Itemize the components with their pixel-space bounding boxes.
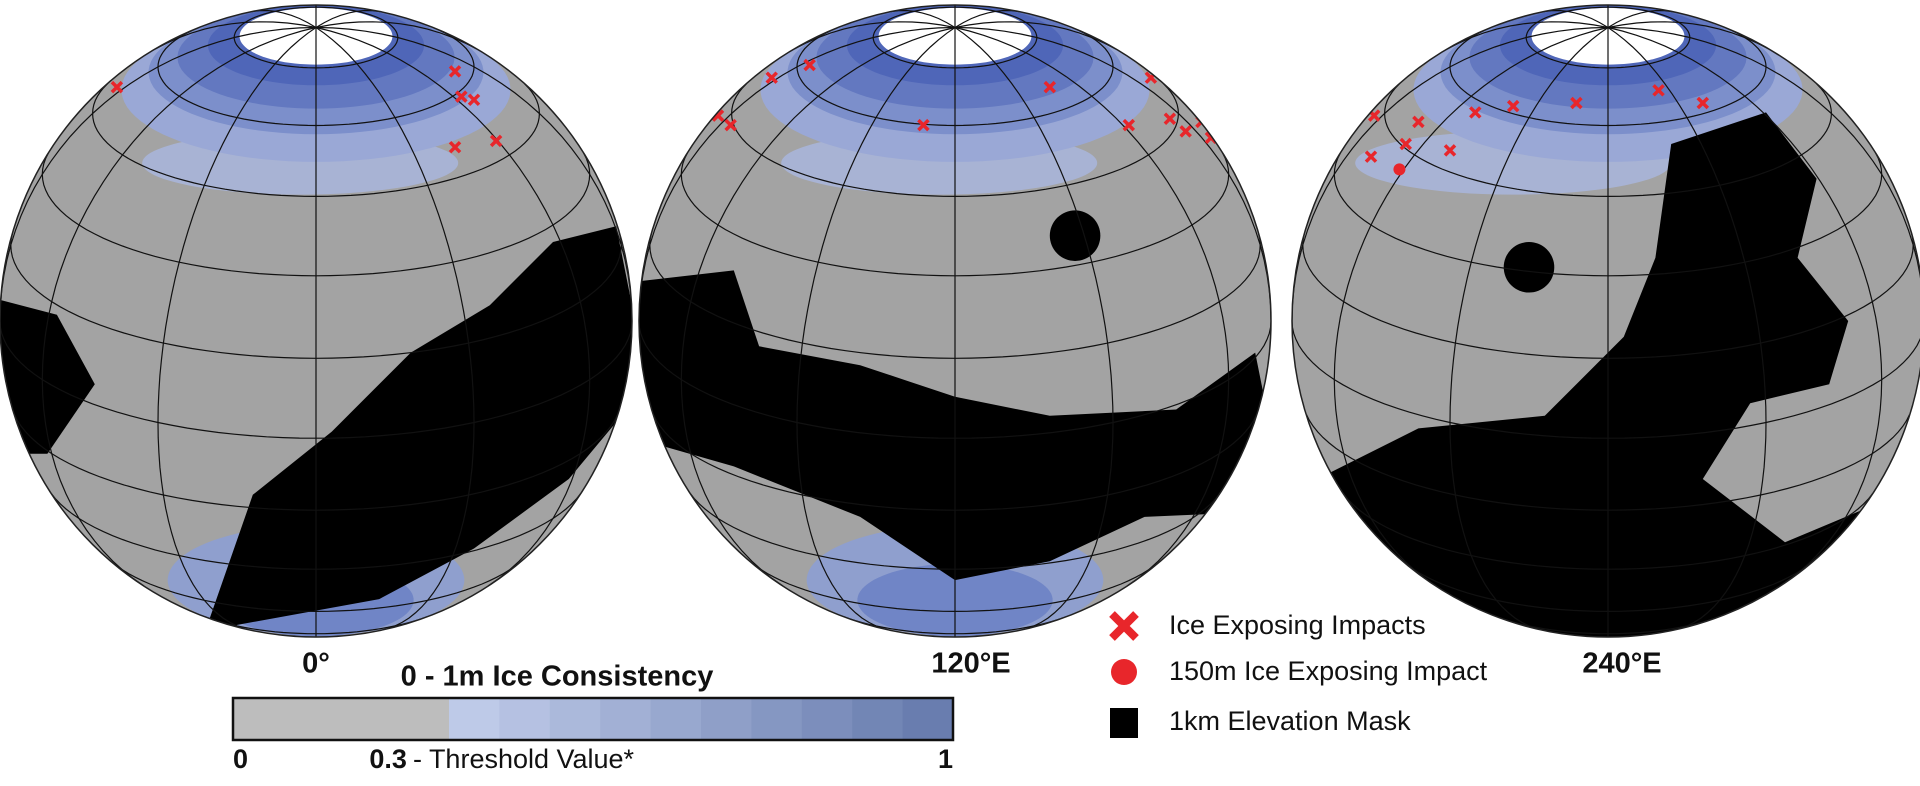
- legend-mask: [1110, 708, 1138, 738]
- impact: [455, 90, 468, 103]
- impact: [448, 140, 462, 154]
- colorbar-segment: [600, 698, 652, 740]
- legend-dot: [1111, 659, 1137, 685]
- graticule: [796, 27, 956, 630]
- impact: [1163, 112, 1177, 125]
- elevation-mask: [1503, 242, 1555, 293]
- impact: [489, 134, 503, 148]
- colorbar-segment: [852, 698, 904, 740]
- graticule: [251, 9, 317, 29]
- impact: [1570, 96, 1583, 110]
- colorbar: 0 1 0.3- Threshold Value*: [231, 696, 955, 774]
- graticule: [1543, 9, 1609, 29]
- colorbar-min: 0: [233, 744, 248, 774]
- impact: [724, 118, 737, 132]
- graticule: [1449, 27, 1609, 630]
- colorbar-segment: [233, 698, 449, 740]
- graticule: [157, 27, 317, 630]
- graticule: [793, 21, 956, 50]
- graticule: [315, 27, 475, 630]
- colorbar-segment: [902, 698, 954, 740]
- graticule: [315, 26, 632, 322]
- threshold-value: 0.3: [369, 744, 407, 774]
- impact: [1696, 96, 1710, 110]
- globe-surface: [639, 5, 1271, 637]
- impact: [1412, 115, 1425, 129]
- threshold-note: - Threshold Value*: [413, 744, 635, 774]
- impact: [1652, 84, 1665, 97]
- legend-label: 150m Ice Exposing Impact: [1169, 656, 1488, 686]
- colorbar-segment: [801, 698, 853, 740]
- globe-outline: [1291, 4, 1920, 638]
- impact: [448, 65, 462, 78]
- graticule: [890, 9, 956, 29]
- graticule: [1607, 21, 1770, 50]
- globe-label: 0°: [302, 648, 330, 680]
- impact: [1043, 80, 1057, 94]
- globe-outline: [0, 4, 633, 638]
- impact: [1443, 144, 1457, 157]
- graticule: [315, 9, 381, 29]
- impact-150m: [1227, 150, 1240, 163]
- impact: [917, 118, 930, 132]
- colorbar-segment: [449, 698, 500, 740]
- impact: [1364, 150, 1378, 163]
- graticule: [0, 26, 317, 322]
- legend-cross: [1109, 611, 1139, 641]
- graticule: [1607, 9, 1673, 29]
- graticule: [154, 21, 317, 50]
- graticule: [1292, 26, 1609, 322]
- graticule: [954, 27, 1114, 630]
- colorbar-segment: [751, 698, 803, 740]
- legend-label: 1km Elevation Mask: [1169, 706, 1411, 736]
- impact: [110, 80, 124, 94]
- globe-label: 240°E: [1582, 648, 1661, 680]
- impact: [1506, 99, 1520, 113]
- impact: [1122, 118, 1136, 132]
- impact: [803, 58, 816, 72]
- globe: [1291, 4, 1920, 638]
- colorbar-segment: [701, 698, 752, 740]
- impact: [1469, 106, 1482, 119]
- impact: [765, 71, 778, 84]
- impact: [1333, 115, 1346, 129]
- graticule: [1607, 27, 1767, 630]
- graticule: [315, 21, 478, 50]
- graticule: [954, 26, 1271, 322]
- impact: [1399, 137, 1412, 151]
- graticule: [41, 26, 317, 587]
- graticule: [954, 9, 1020, 29]
- colorbar-threshold: 0.3- Threshold Value*: [369, 744, 634, 774]
- impact: [1348, 103, 1362, 116]
- impact-150m: [1393, 163, 1406, 176]
- impact: [467, 93, 481, 107]
- graticule: [315, 26, 591, 587]
- globe: [0, 4, 633, 638]
- globe: [638, 4, 1272, 638]
- colorbar-segment: [549, 698, 601, 740]
- colorbar-segment: [650, 698, 702, 740]
- globe-surface: [1292, 5, 1920, 637]
- graticule: [954, 26, 1230, 587]
- globe-outline: [638, 4, 1272, 638]
- colorbar-segment: [499, 698, 551, 740]
- impact: [1179, 125, 1192, 138]
- graticule: [680, 26, 956, 587]
- elevation-mask: [1049, 210, 1101, 261]
- graticule: [639, 26, 956, 322]
- colorbar-max: 1: [938, 744, 953, 774]
- graticule: [1607, 26, 1920, 322]
- graticule: [1446, 21, 1609, 50]
- graticule: [954, 21, 1117, 50]
- elevation-mask: [1317, 112, 1920, 637]
- legend-label: Ice Exposing Impacts: [1169, 610, 1426, 640]
- colorbar-title: 0 - 1m Ice Consistency: [401, 661, 714, 693]
- globes: [0, 4, 1920, 638]
- colorbar-frame: [231, 696, 955, 742]
- globe-label: 120°E: [931, 648, 1010, 680]
- graticule: [1333, 26, 1609, 587]
- globe-surface: [0, 5, 632, 637]
- graticule: [1607, 26, 1883, 587]
